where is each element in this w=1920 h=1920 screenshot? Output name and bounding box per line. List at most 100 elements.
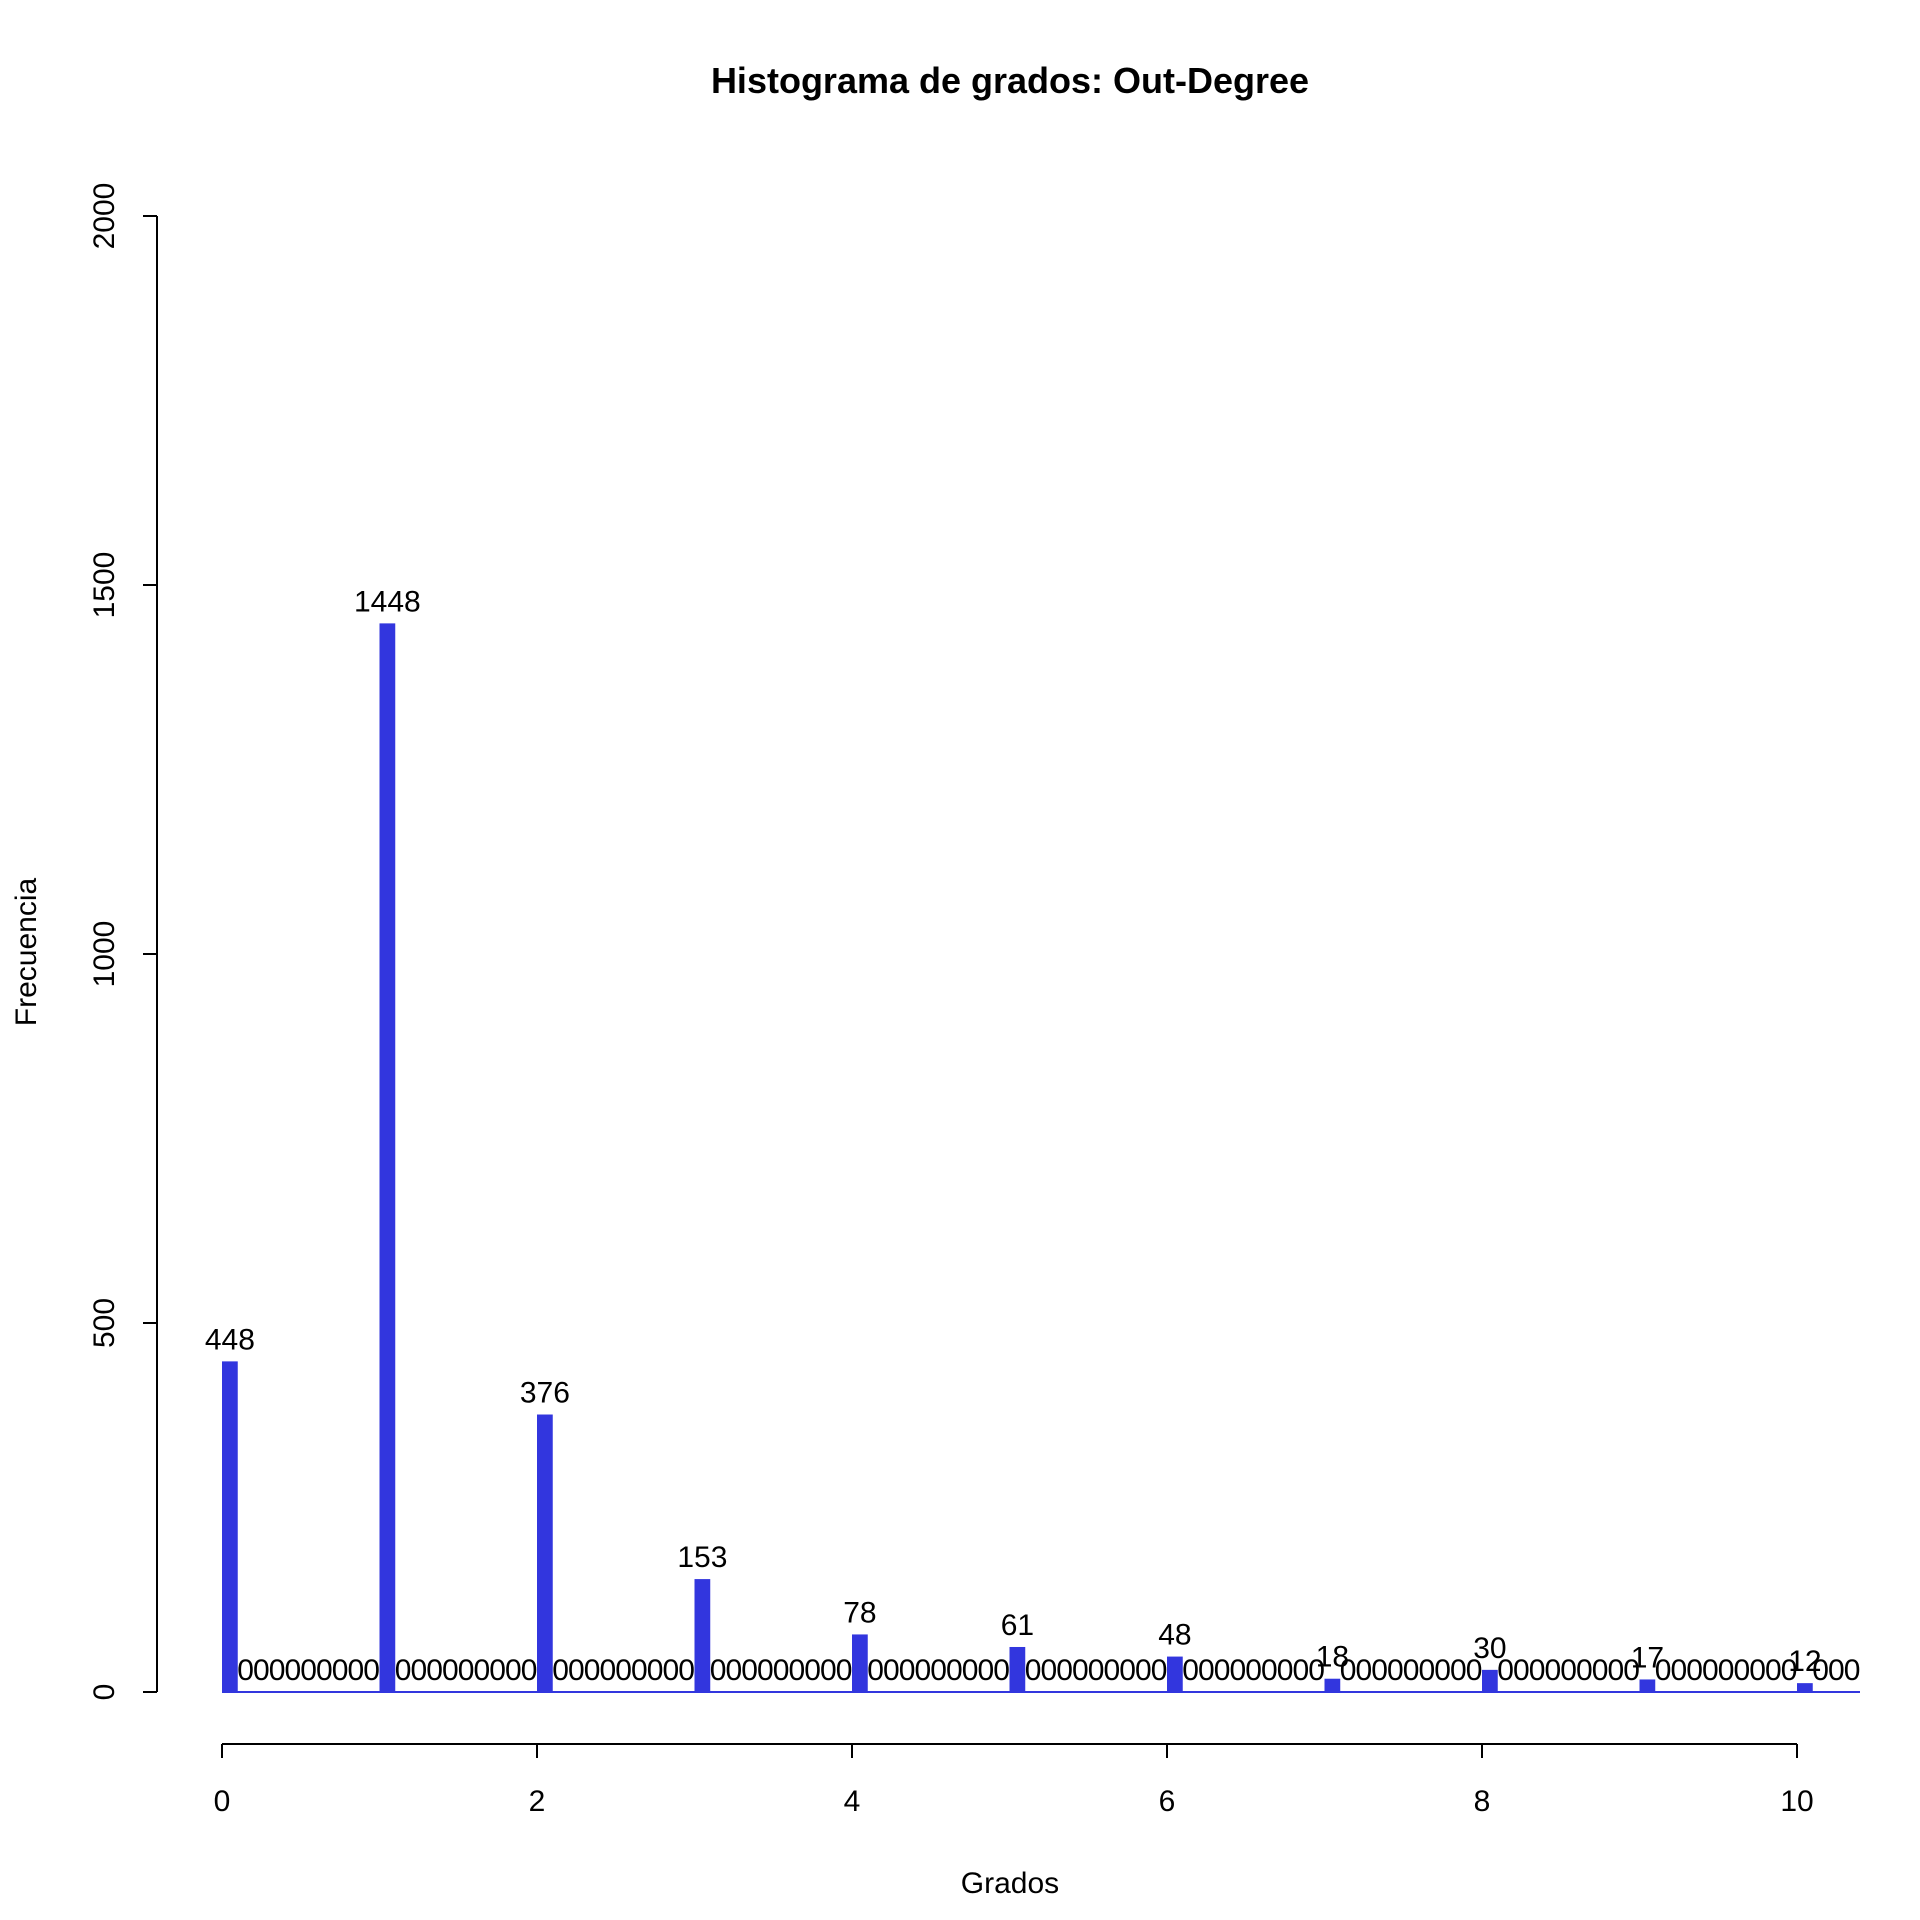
zero-bin-label: 0	[1592, 1654, 1609, 1687]
zero-bin-label: 0	[411, 1654, 428, 1687]
zero-bin-label: 0	[489, 1654, 506, 1687]
zero-bin-label: 0	[1545, 1654, 1562, 1687]
zero-bin-label: 0	[1104, 1654, 1121, 1687]
x-tick-label: 2	[529, 1785, 546, 1818]
zero-bin-label: 0	[1655, 1654, 1672, 1687]
zero-bin-label: 0	[253, 1654, 270, 1687]
zero-bin-label: 0	[1844, 1654, 1861, 1687]
bar	[1797, 1683, 1813, 1692]
zero-bin-label: 0	[1277, 1654, 1294, 1687]
zero-bin-label: 0	[505, 1654, 522, 1687]
zero-bin-label: 0	[1434, 1654, 1451, 1687]
y-tick-label: 500	[88, 1298, 121, 1348]
zero-bin-label: 0	[1497, 1654, 1514, 1687]
zero-bin-label: 0	[773, 1654, 790, 1687]
zero-bin-label: 0	[1182, 1654, 1199, 1687]
zero-bin-label: 0	[584, 1654, 601, 1687]
zero-bin-label: 0	[678, 1654, 695, 1687]
x-tick-label: 6	[1159, 1785, 1176, 1818]
zero-bin-label: 0	[804, 1654, 821, 1687]
zero-bin-label: 0	[1450, 1654, 1467, 1687]
zero-bin-label: 0	[1387, 1654, 1404, 1687]
data-label: 78	[843, 1596, 876, 1629]
zero-bin-label: 0	[442, 1654, 459, 1687]
zero-bin-label: 0	[332, 1654, 349, 1687]
zero-bin-label: 0	[1041, 1654, 1058, 1687]
zero-bin-label: 0	[820, 1654, 837, 1687]
zero-bin-label: 0	[915, 1654, 932, 1687]
zero-bin-label: 0	[1623, 1654, 1640, 1687]
zero-bin-label: 0	[1734, 1654, 1751, 1687]
zero-bin-label: 0	[663, 1654, 680, 1687]
zero-bin-label: 0	[1340, 1654, 1357, 1687]
y-tick-label: 1500	[88, 552, 121, 619]
bars-group	[222, 623, 1860, 1693]
zero-bin-label: 0	[1088, 1654, 1105, 1687]
zero-bin-label: 0	[395, 1654, 412, 1687]
zero-bin-label: 0	[962, 1654, 979, 1687]
zero-bin-label: 0	[1261, 1654, 1278, 1687]
zero-bin-label: 0	[899, 1654, 916, 1687]
zero-bin-label: 0	[978, 1654, 995, 1687]
zero-bin-label: 0	[426, 1654, 443, 1687]
bar	[1009, 1646, 1026, 1692]
bar	[1167, 1656, 1183, 1692]
data-label: 153	[677, 1541, 727, 1574]
zero-bin-label: 0	[741, 1654, 758, 1687]
zero-bin-label: 0	[1214, 1654, 1231, 1687]
chart-title: Histograma de grados: Out-Degree	[711, 60, 1309, 101]
zero-bin-label: 0	[1812, 1654, 1829, 1687]
zero-bin-label: 0	[1151, 1654, 1168, 1687]
zero-bin-label: 0	[1356, 1654, 1373, 1687]
y-tick-label: 2000	[88, 183, 121, 250]
bar	[694, 1579, 711, 1692]
zero-bin-label: 0	[1135, 1654, 1152, 1687]
zero-bin-label: 0	[647, 1654, 664, 1687]
zero-bin-label: 0	[1056, 1654, 1073, 1687]
zero-bin-label: 0	[458, 1654, 475, 1687]
bar	[852, 1634, 868, 1692]
zero-bin-label: 0	[631, 1654, 648, 1687]
zero-bin-label: 0	[1308, 1654, 1325, 1687]
y-tick-label: 1000	[88, 921, 121, 988]
zero-bin-label: 0	[1466, 1654, 1483, 1687]
zero-bin-label: 0	[237, 1654, 254, 1687]
zero-bin-label: 0	[946, 1654, 963, 1687]
zero-bin-label: 0	[474, 1654, 491, 1687]
zero-bin-label: 0	[1686, 1654, 1703, 1687]
zero-bin-label: 0	[615, 1654, 632, 1687]
bar	[1639, 1679, 1656, 1692]
y-axis-label: Frecuencia	[10, 877, 43, 1026]
zero-bin-label: 0	[836, 1654, 853, 1687]
zero-bin-label: 0	[1245, 1654, 1262, 1687]
zero-bin-label: 0	[316, 1654, 333, 1687]
zero-bin-label: 0	[1025, 1654, 1042, 1687]
zero-bin-label: 0	[1560, 1654, 1577, 1687]
data-label: 48	[1158, 1619, 1191, 1652]
zero-bin-label: 0	[993, 1654, 1010, 1687]
zero-bin-label: 0	[1293, 1654, 1310, 1687]
data-label: 17	[1631, 1641, 1664, 1674]
zero-bin-label: 0	[710, 1654, 727, 1687]
zero-bin-label: 0	[726, 1654, 743, 1687]
zero-bin-label: 0	[1702, 1654, 1719, 1687]
zero-bin-label: 0	[1419, 1654, 1436, 1687]
zero-bin-label: 0	[757, 1654, 774, 1687]
zero-bin-label: 0	[1781, 1654, 1798, 1687]
bar	[222, 1361, 238, 1692]
zero-bin-label: 0	[363, 1654, 380, 1687]
zero-bin-label: 0	[1749, 1654, 1766, 1687]
data-label: 448	[205, 1323, 255, 1356]
bar	[379, 623, 396, 1692]
zero-bin-label: 0	[1529, 1654, 1546, 1687]
zero-bin-label: 0	[867, 1654, 884, 1687]
bar	[537, 1414, 553, 1692]
y-tick-label: 0	[88, 1684, 121, 1701]
zero-bin-label: 0	[521, 1654, 538, 1687]
zero-bin-label: 0	[568, 1654, 585, 1687]
zero-bin-label: 0	[1371, 1654, 1388, 1687]
data-label: 18	[1316, 1641, 1349, 1674]
zero-bin-label: 0	[1513, 1654, 1530, 1687]
zero-bin-label: 0	[1119, 1654, 1136, 1687]
